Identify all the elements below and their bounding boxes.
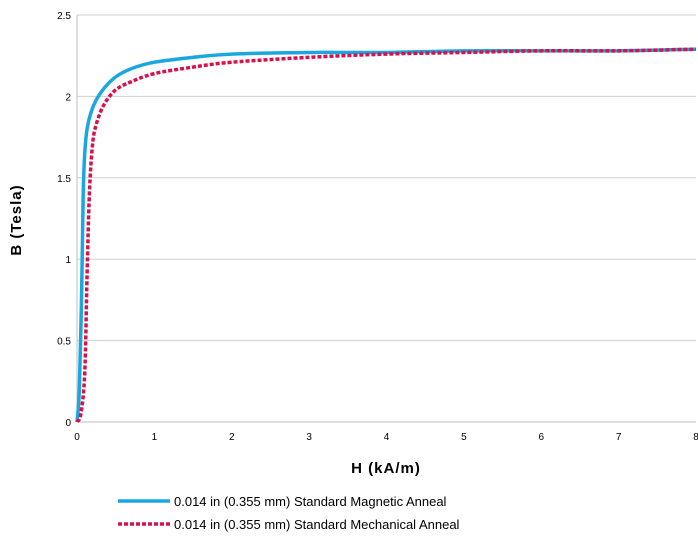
y-tick-label-2.5: 2.5	[57, 11, 71, 22]
y-tick-label-0: 0	[65, 418, 71, 429]
legend: 0.014 in (0.355 mm) Standard Magnetic An…	[118, 494, 460, 532]
y-axis-title: B (Tesla)	[8, 184, 25, 255]
x-axis-title: H (kA/m)	[351, 460, 421, 477]
y-tick-label-2: 2	[65, 92, 71, 103]
x-tick-label-5: 5	[461, 432, 467, 443]
x-tick-label-3: 3	[306, 432, 312, 443]
series-line-0	[75, 47, 697, 423]
tick-labels: 0 0.5 1 1.5 2 2.5 0 1 2 3 4 5 6 7 8	[57, 11, 698, 443]
grid	[77, 14, 696, 342]
x-tick-label-6: 6	[538, 432, 544, 443]
x-tick-label-2: 2	[229, 432, 235, 443]
y-tick-label-1: 1	[65, 255, 71, 266]
x-tick-label-0: 0	[74, 432, 80, 443]
x-tick-label-8: 8	[693, 432, 698, 443]
series-line-1	[75, 47, 697, 424]
legend-label-magnetic: 0.014 in (0.355 mm) Standard Magnetic An…	[174, 494, 447, 509]
x-tick-label-7: 7	[616, 432, 622, 443]
x-tick-label-1: 1	[152, 432, 158, 443]
legend-label-mechanical: 0.014 in (0.355 mm) Standard Mechanical …	[174, 517, 460, 532]
x-tick-label-4: 4	[384, 432, 390, 443]
y-tick-label-1.5: 1.5	[57, 174, 71, 185]
axes	[76, 15, 696, 423]
y-tick-label-0.5: 0.5	[57, 337, 71, 348]
plot-series	[75, 47, 697, 424]
